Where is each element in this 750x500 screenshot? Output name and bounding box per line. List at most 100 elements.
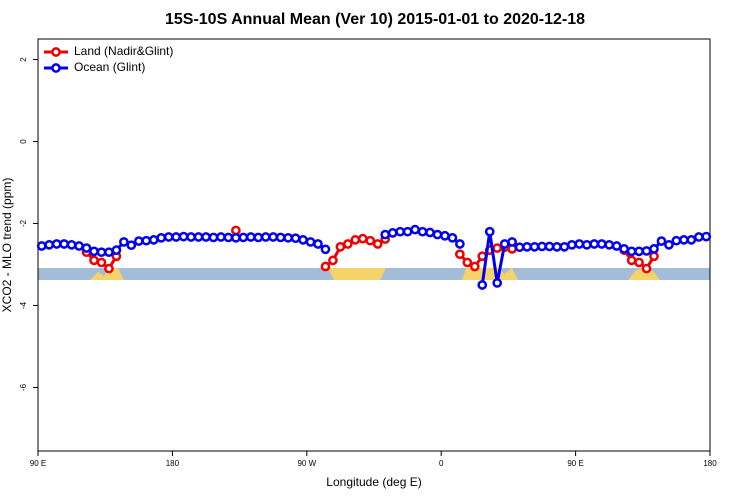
data-point <box>440 230 450 241</box>
data-point <box>44 239 55 250</box>
x-tick-label: 90 E <box>30 459 46 468</box>
data-point <box>245 232 256 242</box>
x-tick-label: 180 <box>166 459 180 468</box>
data-point <box>260 232 271 242</box>
data-point <box>104 247 114 258</box>
data-point <box>492 243 503 253</box>
data-point <box>484 226 495 237</box>
data-point <box>656 236 667 246</box>
data-point <box>111 245 122 255</box>
data-point <box>36 241 47 251</box>
data-point <box>81 243 92 253</box>
data-point <box>387 228 398 238</box>
data-point <box>432 229 443 240</box>
data-point <box>290 233 301 244</box>
data-point <box>417 226 428 237</box>
data-point <box>507 237 517 247</box>
data-point <box>514 242 525 253</box>
data-point <box>537 241 547 252</box>
data-point <box>641 263 652 274</box>
data-point <box>544 241 555 252</box>
data-point <box>604 239 615 250</box>
data-point <box>96 257 107 268</box>
data-point <box>223 232 234 243</box>
data-point <box>522 241 532 252</box>
data-point <box>216 232 226 242</box>
data-point <box>148 235 159 245</box>
data-point <box>395 226 405 237</box>
data-point <box>626 246 637 257</box>
data-point <box>686 235 697 245</box>
data-point <box>51 239 62 249</box>
data-point <box>634 246 644 257</box>
x-tick-label: 90 W <box>297 459 316 468</box>
y-tick-label: -2 <box>19 219 28 227</box>
data-point <box>163 232 174 242</box>
data-point <box>402 226 413 237</box>
data-point <box>455 239 465 249</box>
data-point <box>350 235 361 245</box>
data-point <box>89 246 99 257</box>
data-point <box>671 235 682 246</box>
data-point <box>649 251 659 262</box>
data-point <box>178 231 189 242</box>
land-strip <box>38 268 710 280</box>
data-point <box>201 232 211 242</box>
data-point <box>559 241 570 252</box>
legend-marker <box>51 47 61 57</box>
legend-label: Land (Nadir&Glint) <box>74 44 173 58</box>
data-point <box>186 232 196 242</box>
data-point <box>275 232 286 243</box>
x-tick-label: 180 <box>703 459 717 468</box>
data-point <box>141 235 152 246</box>
y-tick-label: -4 <box>19 301 28 309</box>
data-point <box>208 232 219 243</box>
data-point <box>447 232 458 243</box>
data-point <box>611 241 622 251</box>
data-point <box>328 255 338 266</box>
data-point <box>96 247 107 258</box>
y-axis-label: XCO2 - MLO trend (ppm) <box>0 178 14 313</box>
land-shape <box>328 268 386 280</box>
data-point <box>455 249 465 260</box>
data-point <box>619 244 629 254</box>
data-point <box>231 232 241 243</box>
y-tick-label: 0 <box>19 139 28 144</box>
data-point <box>313 239 323 249</box>
y-tick-label: -6 <box>19 383 28 391</box>
data-point <box>529 241 540 252</box>
data-point <box>626 255 637 266</box>
land-shape <box>628 268 660 280</box>
data-point <box>253 232 264 243</box>
data-point <box>357 233 368 244</box>
data-point <box>372 239 383 249</box>
data-point <box>365 235 376 246</box>
data-point <box>238 232 249 243</box>
data-point <box>581 239 592 250</box>
data-point <box>305 237 316 247</box>
data-point <box>104 263 114 274</box>
data-point <box>649 244 659 254</box>
data-point <box>343 239 353 249</box>
data-point <box>679 235 689 245</box>
data-point <box>298 235 308 245</box>
data-point <box>462 257 473 268</box>
data-point <box>596 239 607 249</box>
data-point <box>469 261 480 272</box>
data-point <box>74 241 84 251</box>
data-point <box>335 241 346 252</box>
x-axis-label: Longitude (deg E) <box>326 475 421 489</box>
chart-title: 15S-10S Annual Mean (Ver 10) 2015-01-01 … <box>165 11 585 28</box>
data-point <box>231 225 241 236</box>
data-point <box>320 261 331 272</box>
data-point <box>193 232 204 242</box>
data-point <box>171 232 181 242</box>
data-point <box>133 236 144 246</box>
data-point <box>567 239 577 250</box>
data-point <box>66 239 77 250</box>
data-point <box>701 231 712 242</box>
data-point <box>410 224 420 235</box>
legend-label: Ocean (Glint) <box>74 60 145 74</box>
data-point <box>59 239 69 249</box>
